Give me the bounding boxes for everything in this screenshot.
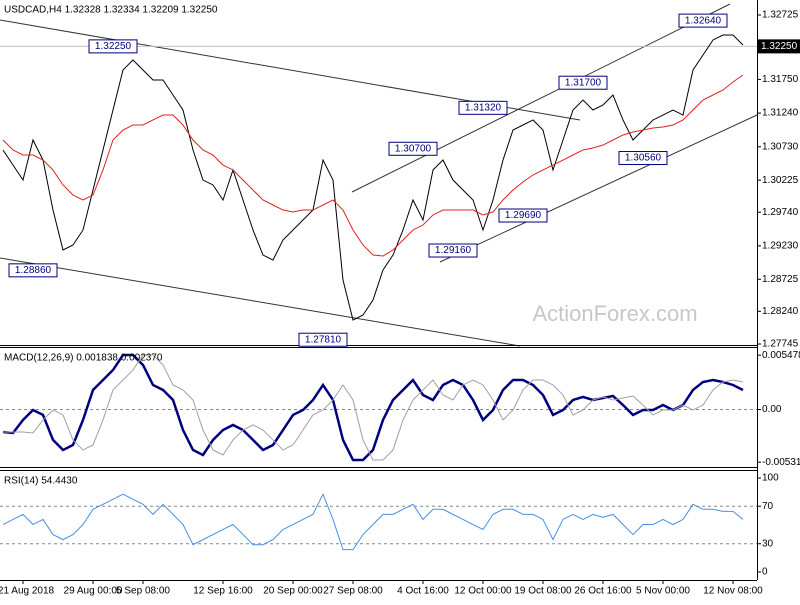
annotation-label: 1.30700	[395, 143, 432, 154]
annotation: 1.29690	[498, 208, 548, 223]
annotation: 1.27810	[298, 332, 348, 347]
panel-title: MACD(12,26,9) 0.001838 0.002370	[4, 353, 163, 364]
x-tick-label: 19 Oct 08:00	[514, 586, 572, 597]
y-tick-label: 1.30225	[762, 175, 799, 186]
x-tick-label: 26 Oct 16:00	[574, 586, 632, 597]
x-tick-label: 12 Nov 08:00	[703, 586, 763, 597]
y-tick-label: -0.005314	[762, 457, 800, 468]
y-tick-label: 0	[762, 567, 768, 578]
annotation-label: 1.29690	[505, 210, 542, 221]
y-tick-label: 1.28240	[762, 306, 799, 317]
trend-line	[351, 3, 731, 193]
y-tick-label: 1.28725	[762, 274, 799, 285]
annotation: 1.31700	[558, 75, 608, 90]
annotation-label: 1.32640	[685, 15, 722, 26]
y-tick-label: 1.29230	[762, 241, 799, 252]
y-tick-label: 30	[762, 538, 774, 549]
annotation-label: 1.27810	[305, 334, 342, 345]
annotation-box	[388, 141, 438, 156]
y-tick-label: 100	[762, 473, 779, 484]
x-tick-label: 4 Oct 16:00	[397, 586, 449, 597]
annotation-label: 1.29160	[435, 245, 472, 256]
series-line	[2, 492, 744, 551]
annotation-box	[458, 100, 508, 115]
annotation-label: 1.32250	[95, 41, 132, 52]
x-tick-label: 5 Nov 00:00	[636, 586, 690, 597]
last-price-label: 1.32250	[761, 41, 798, 52]
series-line	[3, 354, 744, 461]
annotation-box	[428, 243, 478, 258]
annotation-label: 1.28860	[15, 265, 52, 276]
y-tick-label: 1.27745	[762, 339, 799, 350]
y-tick-label: 1.29740	[762, 207, 799, 218]
annotation-label: 1.31320	[465, 102, 502, 113]
annotation: 1.32640	[678, 13, 728, 28]
y-tick-label: 0.005478	[762, 350, 800, 361]
x-tick-label: 12 Oct 00:00	[454, 586, 512, 597]
annotation: 1.29160	[428, 243, 478, 258]
x-tick-label: 5 Sep 08:00	[116, 586, 170, 597]
y-tick-label: 0.00	[762, 404, 782, 415]
series-line	[2, 34, 744, 321]
series-line	[2, 353, 744, 462]
annotation-box	[678, 13, 728, 28]
x-tick-label: 27 Sep 08:00	[323, 586, 383, 597]
annotation-label: 1.30560	[625, 153, 662, 164]
y-tick-label: 1.31240	[762, 108, 799, 119]
annotation-box	[8, 263, 58, 278]
annotation: 1.30700	[388, 141, 438, 156]
panel-title: USDCAD,H4 1.32328 1.32334 1.32209 1.3225…	[4, 5, 218, 16]
annotation-box	[88, 39, 138, 54]
series-line	[2, 74, 744, 257]
watermark: ActionForex.com	[532, 301, 697, 326]
y-tick-label: 1.32725	[762, 10, 799, 21]
frames	[0, 0, 758, 581]
annotation-box	[618, 151, 668, 166]
annotation-box	[498, 208, 548, 223]
annotation: 1.28860	[8, 263, 58, 278]
trend-line	[439, 114, 758, 263]
x-tick-label: 12 Sep 16:00	[193, 586, 253, 597]
x-tick-label: 29 Aug 00:00	[64, 586, 123, 597]
y-tick-label: 1.30730	[762, 141, 799, 152]
trend-line	[0, 257, 521, 347]
annotation: 1.32250	[88, 39, 138, 54]
last-price-box	[758, 39, 800, 54]
annotation-label: 1.31700	[565, 77, 602, 88]
annotation-box	[298, 332, 348, 347]
y-tick-label: 70	[762, 501, 774, 512]
annotation: 1.31320	[458, 100, 508, 115]
annotation-box	[558, 75, 608, 90]
x-tick-label: 20 Sep 00:00	[263, 586, 323, 597]
y-tick-label: 1.31750	[762, 74, 799, 85]
x-tick-label: 21 Aug 2018	[0, 586, 55, 597]
panel-title: RSI(14) 54.4430	[4, 476, 78, 487]
annotation: 1.30560	[618, 151, 668, 166]
